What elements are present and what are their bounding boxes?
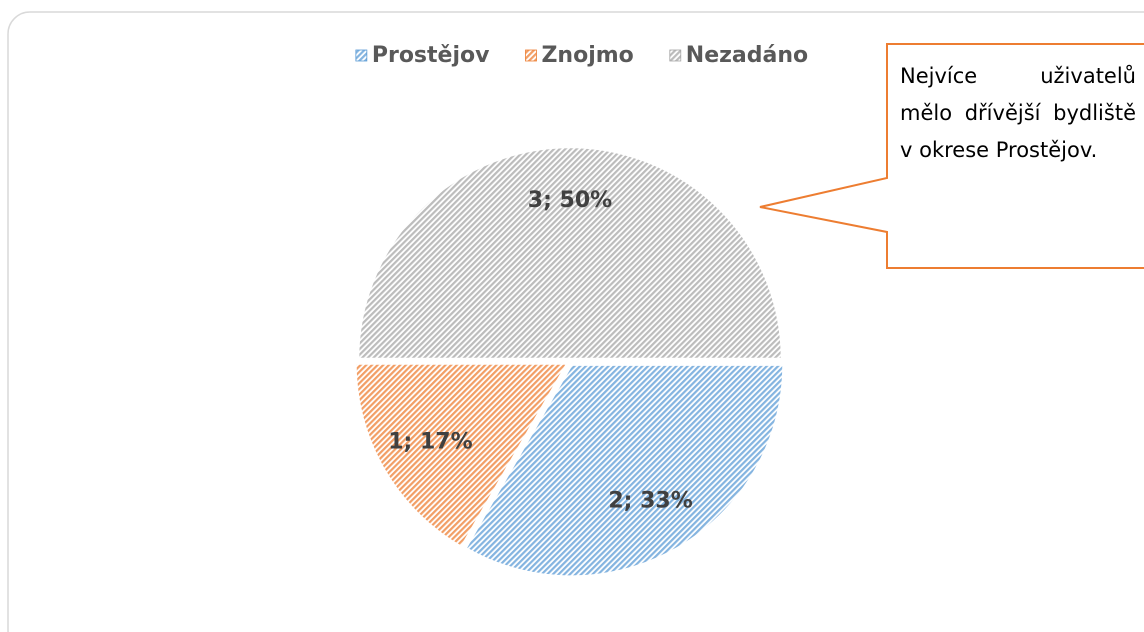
slice xyxy=(463,363,785,578)
legend: Prostějov Znojmo Nezadáno xyxy=(355,43,808,68)
slice xyxy=(354,362,570,549)
legend-label: Znojmo xyxy=(541,43,633,68)
callout-text: Nejvíce uživatelů mělo dřívější bydliště… xyxy=(900,64,1136,162)
callout-box xyxy=(759,43,1144,269)
legend-marker xyxy=(525,49,537,62)
slice xyxy=(356,145,784,361)
data-label: 1; 17% xyxy=(388,430,472,455)
legend-marker xyxy=(669,49,682,62)
data-label: 3; 50% xyxy=(528,188,612,213)
legend-label: Nezadáno xyxy=(686,43,808,68)
legend-label: Prostějov xyxy=(372,43,490,68)
data-label: 2; 33% xyxy=(608,489,692,514)
legend-marker xyxy=(355,49,368,62)
callout: Nejvíce uživatelů mělo dřívější bydliště… xyxy=(900,64,1136,162)
pie: 2; 33% 1; 17% 3; 50% xyxy=(354,145,785,578)
